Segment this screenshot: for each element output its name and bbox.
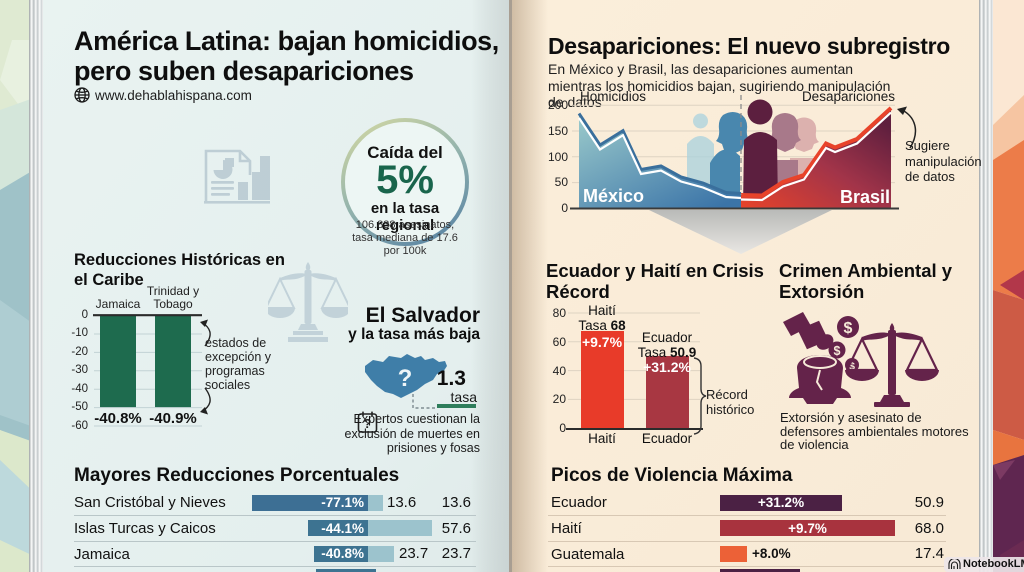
svg-text:$: $ [844,320,853,337]
svg-text:$: $ [834,344,841,358]
svg-text:$: $ [849,361,855,373]
svg-text:?: ? [398,365,413,392]
svg-text:?: ? [364,416,372,431]
